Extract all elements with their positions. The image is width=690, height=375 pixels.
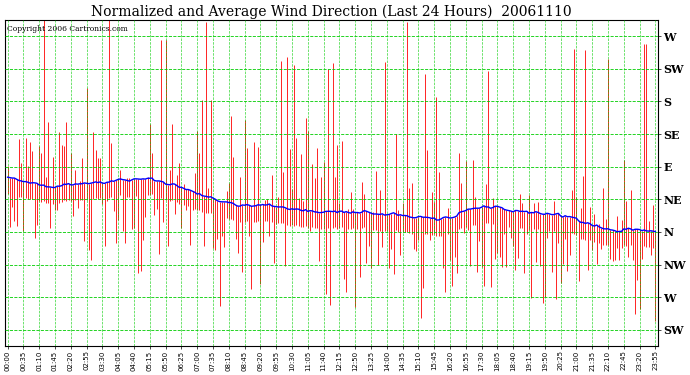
Title: Normalized and Average Wind Direction (Last 24 Hours)  20061110: Normalized and Average Wind Direction (L…: [91, 4, 572, 18]
Text: Copyright 2006 Cartronics.com: Copyright 2006 Cartronics.com: [7, 25, 128, 33]
